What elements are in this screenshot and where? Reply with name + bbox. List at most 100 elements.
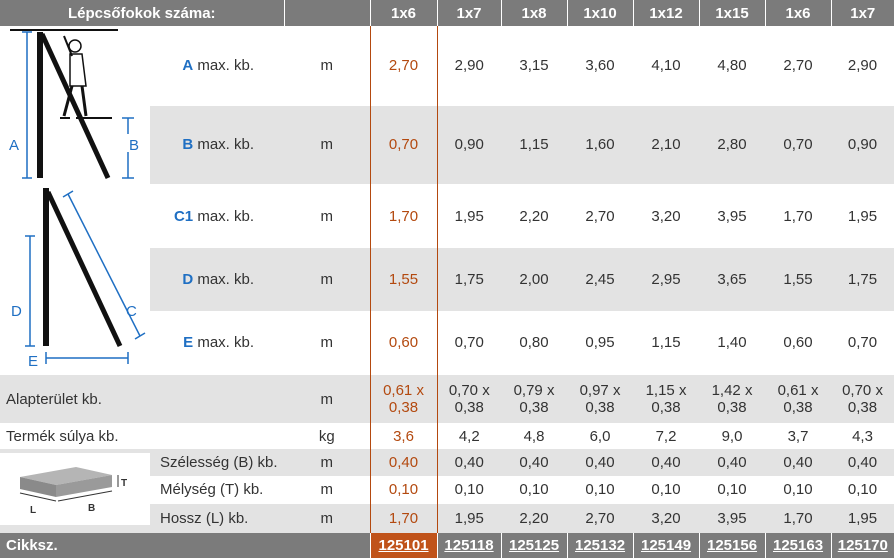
value-cell: 2,80 — [717, 136, 747, 154]
value-cell: 3,20 — [651, 207, 681, 225]
value-cell: 0,10 — [369, 475, 438, 505]
ladder-dimensions-icon: D C E — [9, 188, 146, 370]
value-cell: 2,20 — [519, 510, 549, 528]
header-col: 1x6 — [764, 0, 832, 26]
value-cell: 0,40 — [454, 453, 484, 471]
header-col: 1x12 — [632, 0, 700, 26]
value-cell: 0,80 — [519, 334, 549, 352]
header-unit-cell — [283, 0, 371, 26]
value-cell: 1,15 — [651, 334, 681, 352]
row-alapterulet: Alapterület kb. m 0,61 x 0,38 0,70 x 0,38 … — [0, 375, 894, 423]
unit-cell: m — [320, 334, 334, 352]
header-col: 1x10 — [566, 0, 634, 26]
product-code-link[interactable]: 125101 — [369, 533, 438, 558]
value-cell: 4,2 — [458, 427, 480, 445]
value-top: 0,79 x — [513, 382, 555, 399]
product-code-link[interactable]: 125163 — [764, 533, 832, 558]
row-b-label: B max. kb. — [150, 106, 284, 185]
row-a-label: A max. kb. — [150, 26, 284, 106]
value-cell: 0,70 — [369, 105, 438, 184]
value-cell: 0,97 x 0,38 — [567, 375, 633, 423]
dim-d-letter: D — [11, 303, 22, 320]
value-top: 0,70 x — [448, 382, 490, 399]
value-cell: 4,3 — [852, 427, 873, 445]
value-cell: 7,2 — [655, 427, 677, 445]
value-cell: 3,60 — [585, 57, 615, 75]
label-text: max. kb. — [197, 270, 255, 288]
value-top: 0,61 x — [383, 382, 424, 399]
product-code-link[interactable]: 125170 — [830, 533, 894, 558]
letter-c1: C1 — [173, 207, 194, 225]
ladder-diagram-top: A B — [0, 26, 150, 184]
value-cell: 0,70 — [783, 136, 813, 154]
value-cell: 2,95 — [651, 270, 681, 288]
product-code-link[interactable]: 125149 — [632, 533, 700, 558]
value-cell: 0,70 x 0,38 — [437, 375, 501, 423]
value-cell: 0,10 — [454, 481, 484, 499]
unit-cell: m — [320, 481, 334, 499]
product-code-link[interactable]: 125156 — [698, 533, 766, 558]
unit-cell: kg — [318, 427, 335, 445]
value-cell: 1,70 — [783, 510, 813, 528]
unit-cell: m — [320, 57, 334, 75]
szelesseg-label: Szélesség (B) kb. — [160, 453, 278, 471]
label-text: max. kb. — [197, 207, 255, 225]
dim-c-letter: C — [126, 303, 137, 320]
value-cell: 2,70 — [585, 510, 615, 528]
value-cell: 0,95 — [585, 334, 615, 352]
value-cell: 3,7 — [787, 427, 809, 445]
value-cell: 3,20 — [651, 510, 681, 528]
unit-cell: m — [320, 207, 334, 225]
value-cell: 2,00 — [519, 270, 549, 288]
unit-cell: m — [320, 136, 334, 154]
value-bottom: 0,38 — [717, 399, 747, 416]
value-cell: 1,55 — [783, 270, 813, 288]
value-bottom: 0,38 — [454, 399, 484, 416]
value-cell: 0,40 — [783, 453, 813, 471]
value-cell: 1,60 — [585, 136, 615, 154]
label-text: max. kb. — [197, 334, 255, 352]
dim-b-letter: B — [129, 137, 139, 154]
product-code-link[interactable]: 125132 — [566, 533, 634, 558]
row-d-label: D max. kb. — [150, 248, 284, 311]
row-a: A B A max. kb. m 2,70 2,90 3,15 3,60 4,1… — [0, 26, 894, 184]
row-suly: Termék súlya kb. kg 3,6 4,2 4,8 6,0 7,2 … — [0, 423, 894, 449]
footer-label: Cikksz. — [0, 533, 371, 558]
value-cell: 6,0 — [589, 427, 611, 445]
value-cell: 1,75 — [847, 270, 878, 288]
hossz-label: Hossz (L) kb. — [160, 510, 249, 528]
value-cell: 1,95 — [454, 510, 484, 528]
package-diagram: T L B — [0, 449, 150, 533]
unit-cell: m — [320, 510, 334, 528]
value-cell: 0,90 — [454, 136, 484, 154]
header-title: Lépcsőfokok száma: — [0, 0, 285, 26]
value-cell: 3,95 — [717, 510, 747, 528]
value-cell: 0,70 — [454, 334, 484, 352]
value-bottom: 0,38 — [783, 399, 813, 416]
value-cell: 0,61 x 0,38 — [765, 375, 831, 423]
value-cell: 3,15 — [519, 57, 549, 75]
product-code-link[interactable]: 125118 — [436, 533, 502, 558]
value-cell: 0,10 — [717, 481, 747, 499]
value-cell: 2,70 — [585, 207, 615, 225]
value-cell: 1,70 — [783, 207, 813, 225]
product-code-link[interactable]: 125125 — [500, 533, 568, 558]
dim-l-letter: L — [30, 505, 36, 516]
letter-e: E — [183, 334, 194, 352]
value-cell: 0,61 x 0,38 — [369, 375, 438, 423]
value-cell: 0,10 — [783, 481, 813, 499]
value-cell: 9,0 — [721, 427, 743, 445]
melyseg-label: Mélység (T) kb. — [160, 481, 264, 499]
value-cell: 3,6 — [369, 423, 438, 449]
value-cell: 2,70 — [369, 26, 438, 106]
value-cell: 2,90 — [454, 57, 484, 75]
value-cell: 0,10 — [519, 481, 549, 499]
row-c1: D C E C1 max. kb. m 1,70 1,95 2,20 2,70 … — [0, 184, 894, 375]
header-col: 1x8 — [500, 0, 568, 26]
alapterulet-label: Alapterület kb. — [6, 390, 102, 408]
value-cell: 1,95 — [454, 207, 484, 225]
value-cell: 0,79 x 0,38 — [501, 375, 567, 423]
value-cell: 0,40 — [519, 453, 549, 471]
value-cell: 0,40 — [369, 449, 438, 476]
